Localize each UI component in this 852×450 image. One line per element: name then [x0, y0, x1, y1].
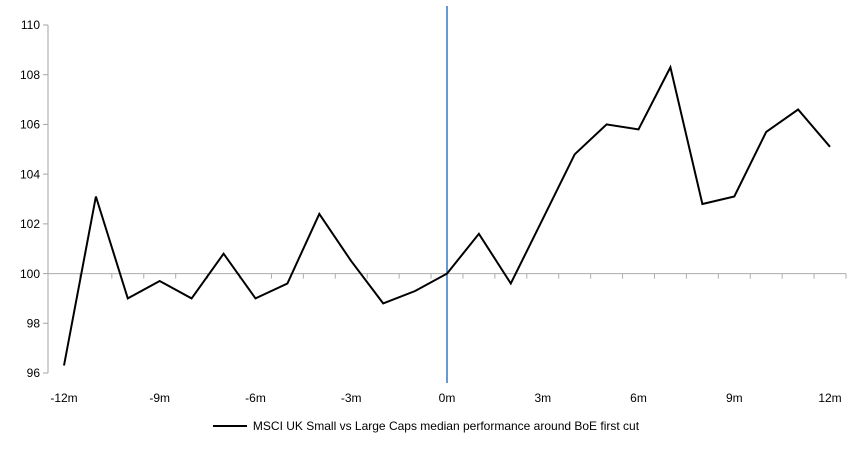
x-axis-tick-label: -3m	[341, 391, 362, 405]
y-axis-tick-label: 108	[20, 68, 40, 82]
x-axis-tick-label: 9m	[726, 391, 743, 405]
y-axis-tick-label: 106	[20, 118, 40, 132]
x-axis-tick-label: 3m	[534, 391, 551, 405]
y-axis-tick-label: 100	[20, 267, 40, 281]
x-axis-tick-label: -9m	[149, 391, 170, 405]
legend-label: MSCI UK Small vs Large Caps median perfo…	[252, 419, 640, 433]
y-axis-tick-label: 98	[27, 316, 41, 330]
x-axis-tick-label: 0m	[439, 391, 456, 405]
x-axis-tick-label: 12m	[818, 391, 841, 405]
x-axis-tick-label: 6m	[630, 391, 647, 405]
y-axis-tick-label: 104	[20, 167, 40, 181]
y-axis-tick-label: 102	[20, 217, 40, 231]
series-line	[63, 64, 831, 366]
x-axis-tick-label: -12m	[50, 391, 77, 405]
y-axis-tick-label: 110	[21, 18, 40, 32]
legend-line-sample-icon	[212, 425, 247, 427]
y-axis-tick-label: 96	[27, 366, 41, 380]
chart-canvas: 96 98 100 102 104 106 108 110 -12m -9m -6m -3m 0m 3m 6…	[20, 6, 847, 405]
legend: MSCI UK Small vs Large Caps median perfo…	[0, 417, 852, 435]
x-axis-tick-label: -6m	[245, 391, 266, 405]
